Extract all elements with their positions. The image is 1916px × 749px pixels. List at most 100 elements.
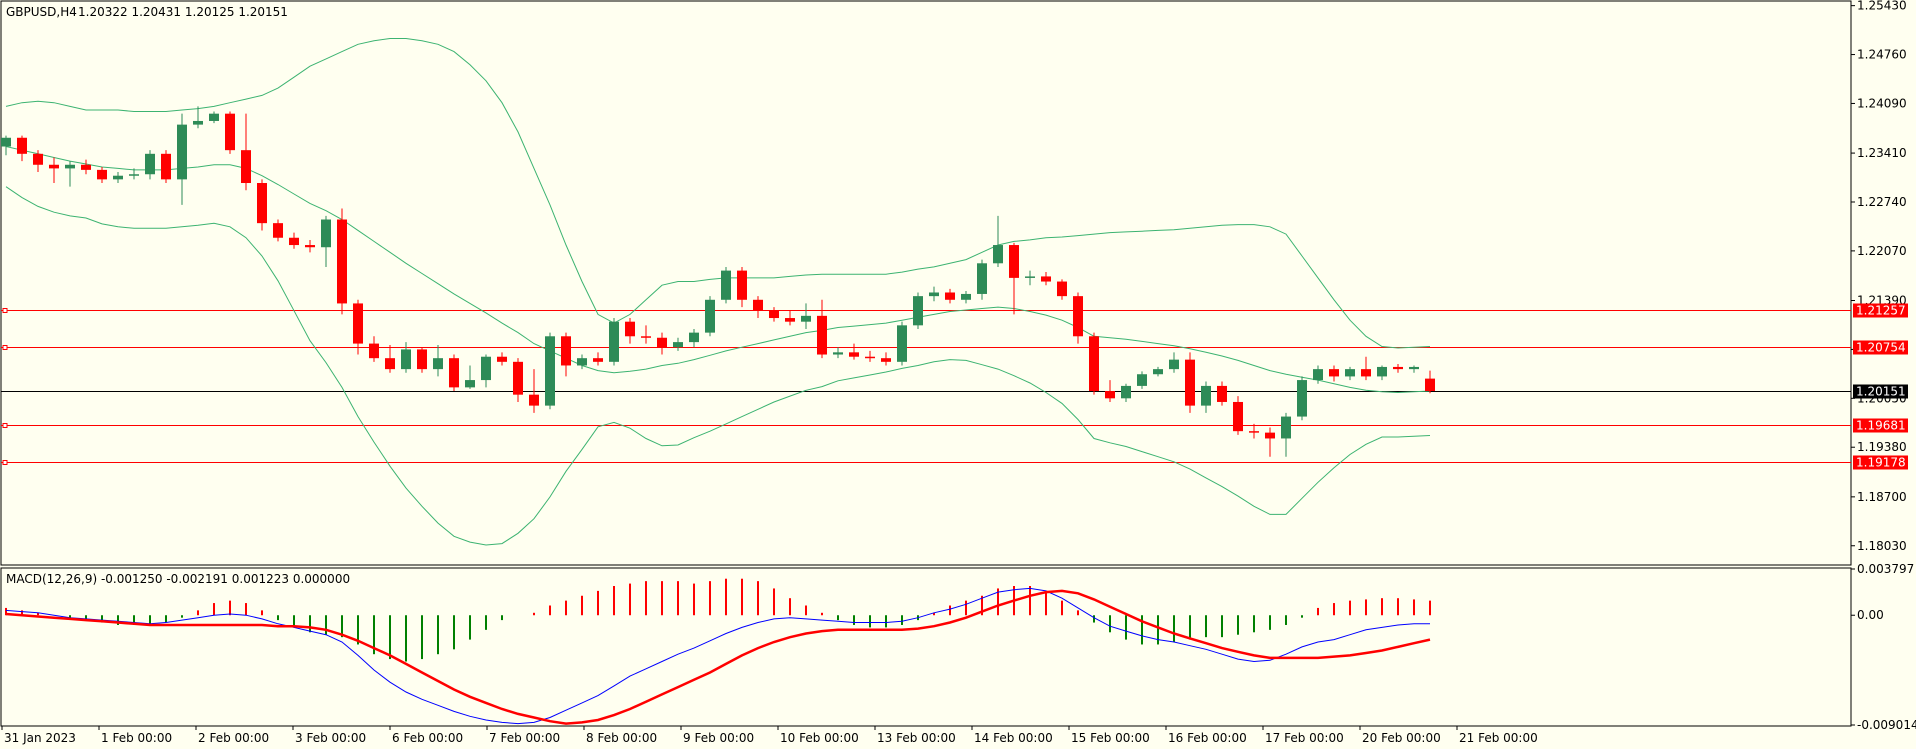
time-tick-label: 14 Feb 00:00 [974,731,1053,745]
time-tick-label: 3 Feb 00:00 [295,731,366,745]
candle-body [289,237,299,246]
bullish-candle [689,328,699,348]
level-anchor-handle[interactable] [2,345,8,350]
candle-body [513,361,523,395]
time-tick-label: 21 Feb 00:00 [1459,731,1538,745]
candle-body [161,153,171,180]
bullish-candle [401,342,411,373]
candle-body [481,356,491,381]
bullish-candle [673,337,683,351]
bullish-candle [481,354,491,388]
bullish-candle [209,111,219,124]
main-plot-area[interactable] [0,0,1852,566]
bearish-candle [753,296,763,319]
candle-body [721,270,731,300]
time-tick-label: 7 Feb 00:00 [489,731,560,745]
candle-body [849,352,859,357]
bullish-candle [1121,383,1131,402]
bearish-candle [1233,396,1243,435]
level-anchor-handle[interactable] [2,308,8,313]
bullish-candle [465,365,475,389]
candle-body [897,325,907,362]
bearish-candle [1249,423,1259,439]
candle-body [433,358,443,370]
candle-body [1329,369,1339,377]
level-price-tag-text: 1.19681 [1856,419,1906,433]
candle-body [1265,432,1275,439]
bullish-candle [929,286,939,302]
candle-body [1313,369,1323,381]
candle-body [737,270,747,300]
price-tick-label: 1.24760 [1857,48,1907,62]
time-tick-label: 16 Feb 00:00 [1168,731,1247,745]
time-tick-label: 13 Feb 00:00 [877,731,956,745]
candle-body [273,223,283,238]
level-anchor-handle[interactable] [2,460,8,465]
candle-body [1025,276,1035,278]
bearish-candle [1393,364,1403,373]
candle-body [225,113,235,151]
bearish-candle [1041,272,1051,286]
time-tick-label: 31 Jan 2023 [4,731,76,745]
macd-main-line [5,587,1430,725]
bearish-candle [225,111,235,154]
bearish-candle [353,299,363,355]
candle-body [977,263,987,294]
bearish-candle [305,239,315,253]
price-axis: 1.25430 1.24760 1.24090 1.23410 1.22740 1.220… [1851,0,1907,553]
bearish-candle [945,288,955,304]
candle-body [1281,416,1291,439]
price-tick-label: 1.22740 [1857,195,1907,209]
bullish-candle [1409,365,1419,373]
candle-body [753,299,763,311]
bullish-candle [1,135,11,156]
macd-tick-label: 0.003797 [1857,562,1914,576]
time-axis: 31 Jan 2023 1 Feb 00:00 2 Feb 00:00 3 Feb 0… [1,726,1538,745]
bearish-candle [241,113,251,191]
candle-body [785,318,795,322]
candle-body [337,219,347,304]
candle-body [961,293,971,300]
candle-body [1345,369,1355,377]
candle-body [545,336,555,406]
bearish-candle [385,345,395,373]
bearish-candle [161,150,171,184]
candle-body [385,358,395,370]
bearish-candle [49,157,59,184]
chart-ohlc-values: 1.20322 1.20431 1.20125 1.20151 [78,5,288,19]
candle-body [33,153,43,165]
macd-indicator [5,578,1431,725]
bullish-candle [1137,371,1147,389]
candle-body [145,153,155,175]
level-price-tag [1853,340,1908,355]
candle-body [401,349,411,370]
macd-plot-area[interactable] [0,567,1852,727]
current-price-tag [1853,384,1908,399]
level-anchor-handle[interactable] [2,423,8,428]
candle-body [305,245,315,248]
candle-body [1361,369,1371,377]
bearish-candle [33,150,43,173]
time-tick-label: 15 Feb 00:00 [1071,731,1150,745]
candle-body [769,310,779,319]
time-tick-label: 6 Feb 00:00 [392,731,463,745]
bearish-candle [1057,279,1067,300]
chart-symbol-label: GBPUSD,H4 [6,5,77,19]
candle-body [1073,296,1083,337]
time-tick-label: 2 Feb 00:00 [198,731,269,745]
price-tick-label: 1.25430 [1857,0,1907,13]
bearish-candle [1009,242,1019,315]
price-tick-label: 1.24090 [1857,96,1907,110]
candle-body [881,358,891,362]
level-price-tag-text: 1.19178 [1856,456,1906,470]
candle-body [321,219,331,248]
price-tags: 1.21257 1.20754 1.19681 1.19178 1.20151 [1853,303,1908,470]
candle-body [705,299,715,333]
price-tick-label: 1.19380 [1857,440,1907,454]
candle-body [81,164,91,170]
bearish-candle [849,343,859,360]
candle-body [497,356,507,362]
candle-body [1409,366,1419,370]
bearish-candle [257,179,267,231]
